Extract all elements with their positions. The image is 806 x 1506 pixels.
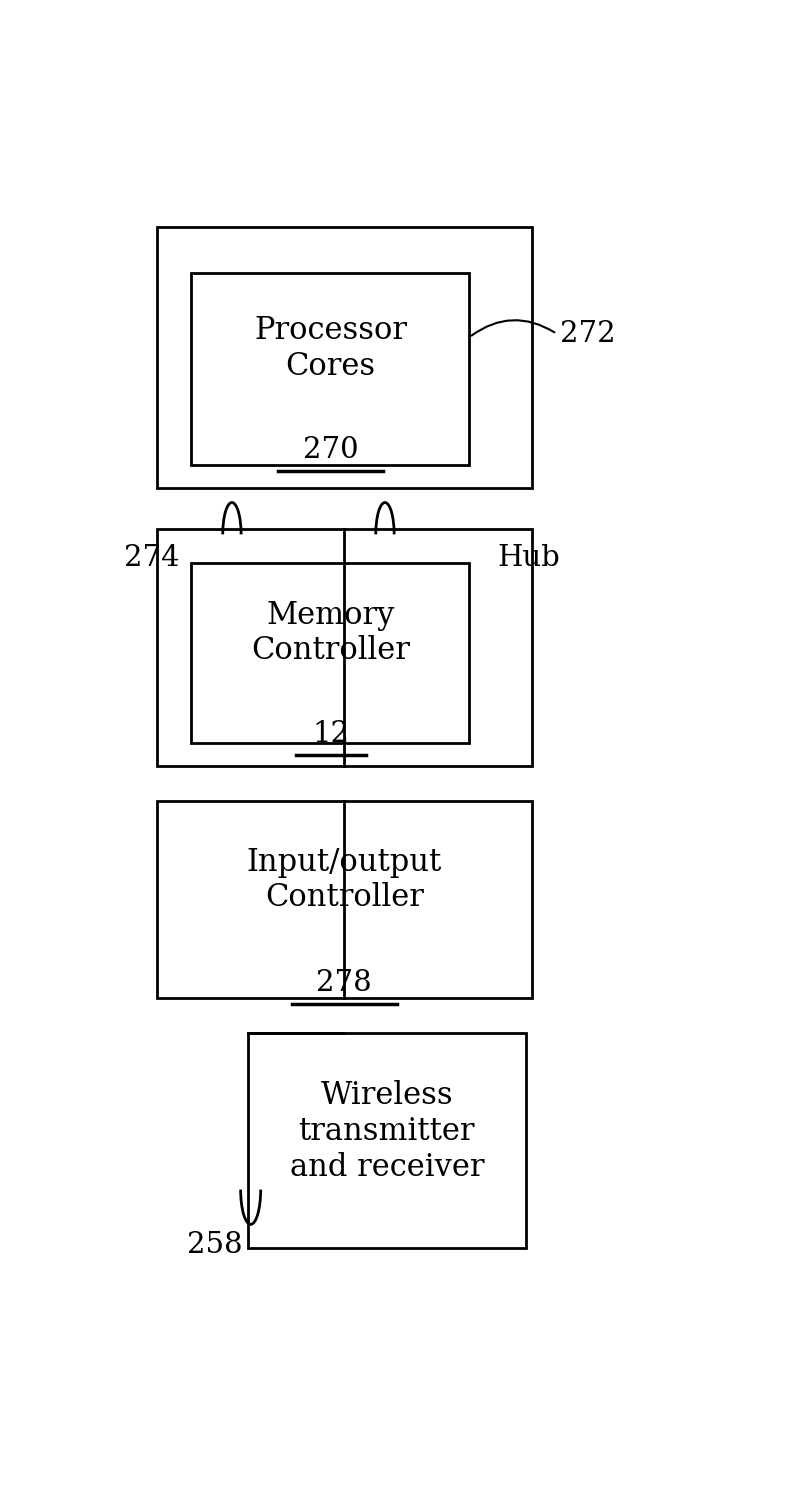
Text: Memory
Controller: Memory Controller (251, 599, 410, 666)
Text: Processor
Cores: Processor Cores (254, 315, 407, 383)
Bar (191, 563, 469, 742)
Text: 270: 270 (303, 435, 359, 464)
Text: 278: 278 (317, 970, 372, 997)
Bar (157, 529, 532, 767)
Text: Wireless
transmitter
and receiver: Wireless transmitter and receiver (289, 1080, 484, 1182)
Text: 272: 272 (560, 319, 616, 348)
Text: 12: 12 (312, 720, 349, 748)
Text: 258: 258 (187, 1232, 243, 1259)
Text: Hub: Hub (497, 544, 560, 572)
Text: 274: 274 (124, 544, 180, 572)
Bar (157, 227, 532, 488)
Bar (157, 801, 532, 998)
Bar (247, 1033, 526, 1247)
Bar (191, 274, 469, 465)
Text: Input/output
Controller: Input/output Controller (247, 846, 442, 913)
